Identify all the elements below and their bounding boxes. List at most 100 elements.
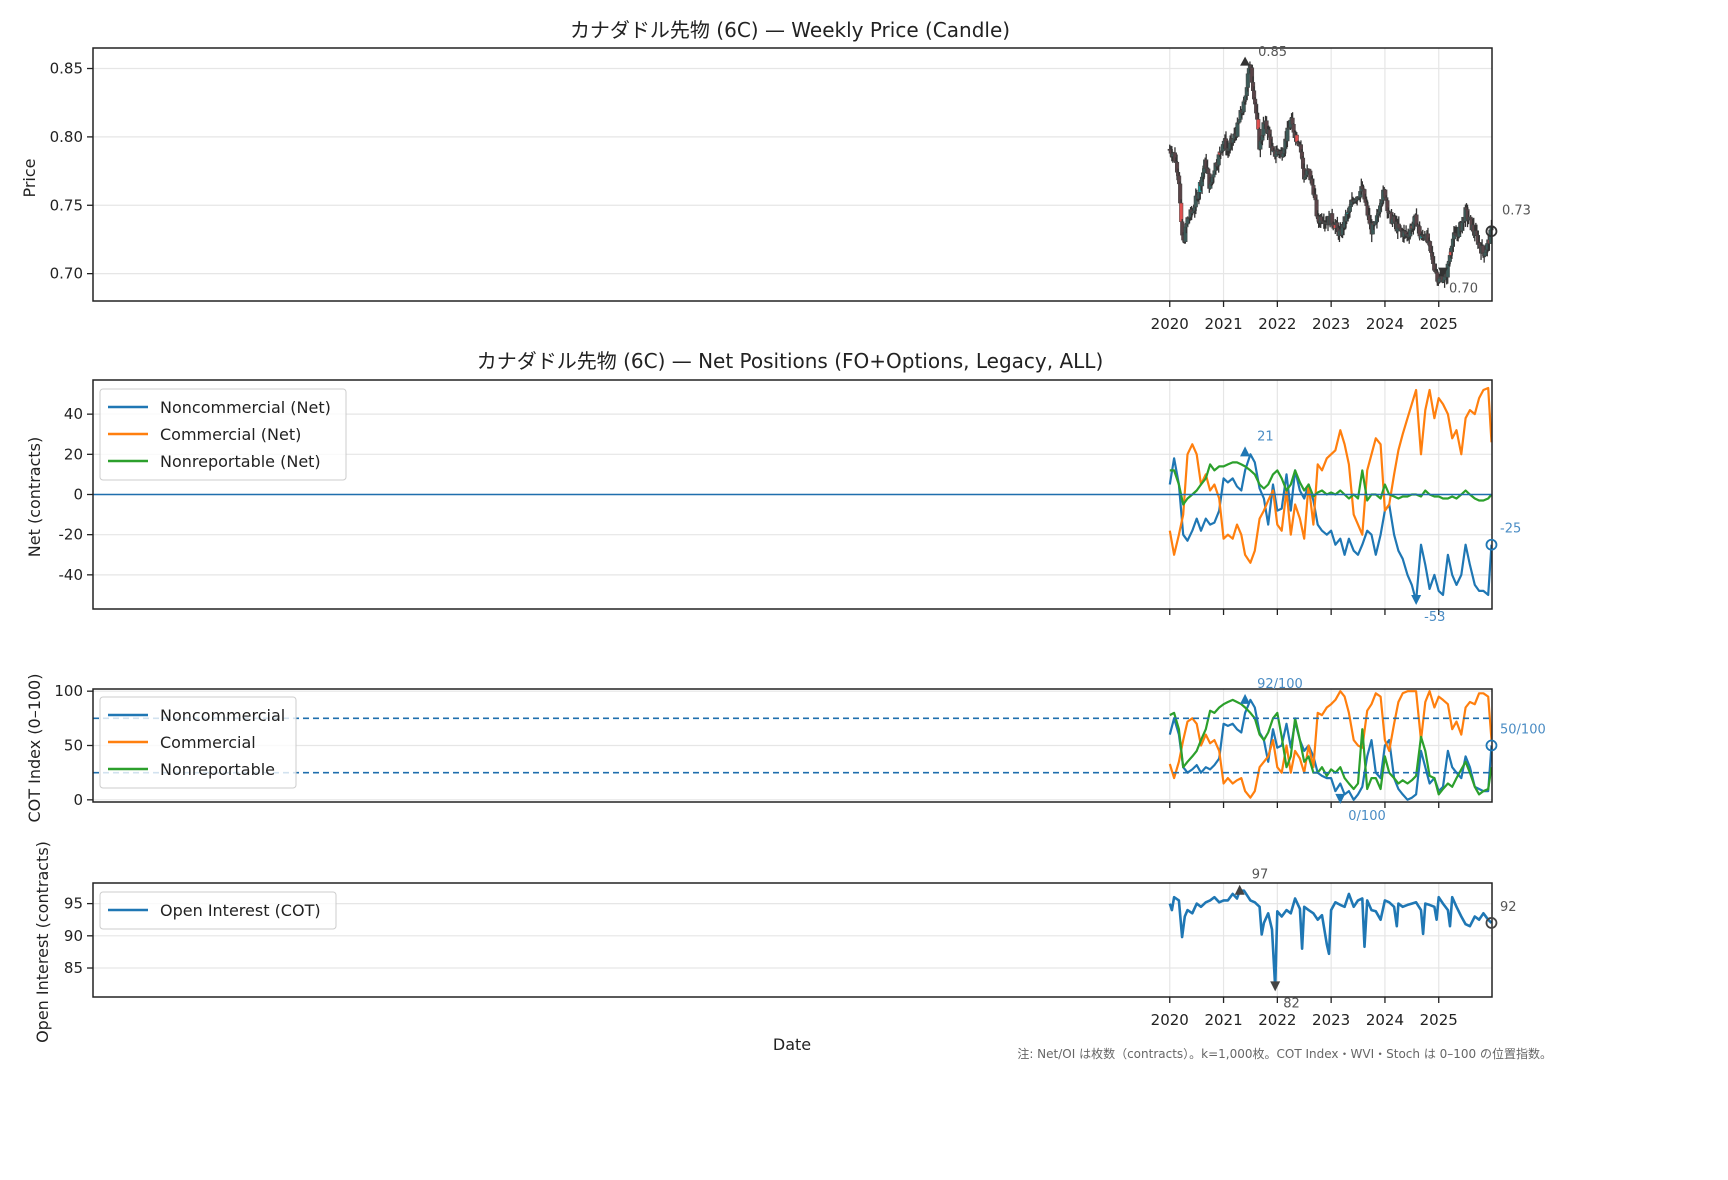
y-tick-label: 0.85 [50,60,83,78]
cot-y-label: COT Index (0–100) [25,674,44,823]
last-label: 0.73 [1502,203,1531,218]
x-tick-label: 2024 [1366,1011,1404,1029]
x-tick-label: 2025 [1420,315,1458,333]
cot-lines [93,690,1493,801]
price-y-ticks: 0.70 0.75 0.80 0.85 [50,60,93,283]
net-y-ticks: -40 -20 0 20 40 [59,405,93,584]
last-marker [1485,225,1498,238]
last-label: -25 [1500,522,1521,537]
cot-x-ticks [1169,802,1440,808]
candle-body [1483,252,1488,257]
legend-box [99,388,347,481]
net-lines [93,386,1493,603]
candle-body [1285,127,1290,142]
x-tick-label: 2022 [1258,315,1296,333]
oi-legend: Open Interest (COT) [99,891,337,930]
legend-label: Noncommercial [160,706,285,725]
min-label: -53 [1424,610,1445,625]
legend-label: Nonreportable [160,760,275,779]
last-label: 50/100 [1500,723,1546,738]
candle-body [1235,122,1240,137]
legend-label: Nonreportable (Net) [160,452,321,471]
oi-y-ticks: 85 90 95 [64,895,93,977]
series-line-commercial-net [1168,386,1493,564]
x-tick-label: 2020 [1151,315,1189,333]
y-tick-label: 0.80 [50,128,83,146]
y-tick-label: 90 [64,927,83,945]
price-candles [1167,61,1494,288]
oi-plot-frame [92,882,1493,998]
last-marker [1485,739,1498,752]
cot-grid [93,689,1492,802]
max-label: 0.85 [1258,45,1287,60]
y-tick-label: 0.75 [50,196,83,214]
price-annotations: 0.85 0.70 0.73 [1240,45,1531,297]
net-legend: Noncommercial (Net) Commercial (Net) Nonre… [99,388,347,481]
cot-annotations: 92/100 0/100 50/100 [1240,677,1546,824]
y-tick-label: 50 [64,737,83,755]
oi-annotations: 97 82 92 [1234,868,1517,1011]
candle-body [1211,174,1216,178]
net-annotations: 21 -53 -25 [1240,429,1521,625]
y-tick-label: -20 [59,526,84,544]
candle-body [1179,202,1184,223]
x-tick-label: 2024 [1366,315,1404,333]
min-marker [1335,793,1346,804]
y-tick-label: 20 [64,445,83,463]
x-tick-label: 2023 [1312,315,1350,333]
y-tick-label: 100 [54,682,83,700]
footnote: 注: Net/OI は枚数（contracts）。k=1,000枚。COT In… [1017,1046,1552,1061]
cot-legend: Noncommercial Commercial Nonreportable [99,696,297,789]
y-tick-label: 95 [64,895,83,913]
max-marker [1240,446,1251,457]
legend-box [99,696,297,789]
x-tick-label: 2022 [1258,1011,1296,1029]
price-plot-frame [92,47,1493,302]
x-tick-label: 2023 [1312,1011,1350,1029]
x-tick-label: 2020 [1151,1011,1189,1029]
candle-body [1245,73,1250,88]
net-chart-title: カナダドル先物 (6C) — Net Positions (FO+Options… [477,349,1104,373]
x-tick-label: 2021 [1204,1011,1242,1029]
min-marker [1438,267,1449,277]
oi-y-label: Open Interest (contracts) [33,841,52,1043]
y-tick-label: -40 [59,566,84,584]
price-chart-title: カナダドル先物 (6C) — Weekly Price (Candle) [570,18,1010,42]
net-y-label: Net (contracts) [25,437,44,557]
candle-body [1427,241,1433,247]
min-marker [1411,594,1422,605]
candle-body [1206,168,1211,174]
candle-body [1347,206,1352,212]
candle-body [1396,223,1401,229]
last-label: 92 [1500,900,1517,915]
y-tick-label: 40 [64,405,83,423]
max-label: 97 [1252,868,1269,883]
price-grid [93,48,1492,301]
y-tick-label: 85 [64,959,83,977]
last-marker [1485,917,1498,929]
price-y-label: Price [20,158,39,197]
legend-label: Commercial (Net) [160,425,301,444]
cot-y-ticks: 0 50 100 [54,682,93,809]
y-tick-label: 0 [73,791,83,809]
max-marker [1240,56,1251,66]
x-tick-label: 2021 [1204,315,1242,333]
oi-x-label: Date [773,1035,811,1054]
x-tick-label: 2025 [1420,1011,1458,1029]
series-line-noncommercial-net [1168,453,1493,603]
y-tick-label: 0 [73,486,83,504]
candle-body [1307,168,1312,172]
min-marker [1270,981,1281,992]
legend-label: Noncommercial (Net) [160,398,331,417]
max-marker [1234,884,1245,895]
last-marker [1485,538,1498,551]
min-label: 0.70 [1449,282,1478,297]
max-label: 92/100 [1257,677,1303,692]
oi-x-ticks: 2020 2021 2022 2023 2024 2025 [1151,997,1458,1029]
min-label: 0/100 [1348,809,1385,824]
y-tick-label: 0.70 [50,265,83,283]
max-marker [1240,693,1251,704]
legend-box [99,891,337,930]
candle-body [1445,263,1450,278]
